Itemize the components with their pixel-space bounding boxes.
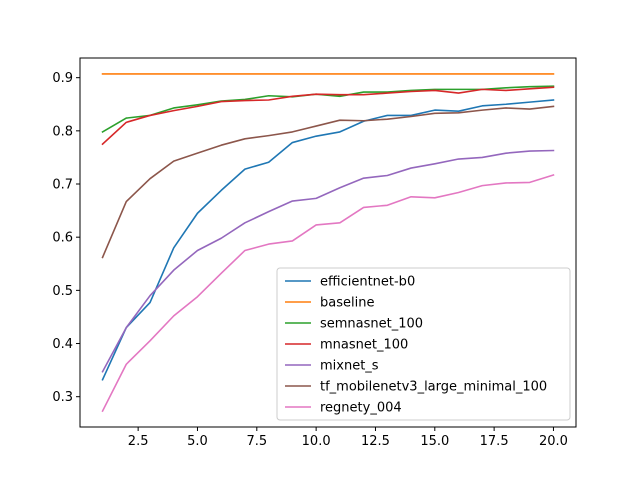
- legend-entry-label: efficientnet-b0: [320, 275, 415, 290]
- x-tick-label: 20.0: [539, 434, 568, 449]
- legend-entry-label: mnasnet_100: [320, 338, 408, 353]
- x-tick-label: 5.0: [187, 434, 208, 449]
- series-line-mixnet-s: [101, 149, 555, 373]
- series-line-regnety-004: [101, 173, 555, 413]
- plot-frame: [79, 57, 577, 428]
- series-line-tf-mobilenetv3-large-minimal-100: [101, 105, 555, 259]
- y-tick-label: 0.4: [52, 337, 73, 352]
- legend: efficientnet-b0 baseline semnasnet_100mnas…: [276, 267, 571, 421]
- legend-entry-label: semnasnet_100: [320, 317, 423, 332]
- x-tick-label: 2.5: [128, 434, 149, 449]
- x-tick-label: 7.5: [246, 434, 267, 449]
- series-line-mnasnet-100: [101, 86, 555, 146]
- legend-entry-label: tf_mobilenetv3_large_minimal_100: [320, 380, 547, 395]
- series-line-efficientnet-b0: [101, 99, 555, 381]
- x-axis: 2.5 5.0 7.5 10.0 12.5 15.0 17.5 20.0: [128, 427, 568, 449]
- y-tick-label: 0.9: [52, 71, 73, 86]
- plot-lines: [101, 73, 555, 413]
- x-tick-label: 10.0: [302, 434, 331, 449]
- legend-entry-label: baseline: [320, 296, 374, 311]
- y-tick-label: 0.6: [52, 231, 73, 246]
- x-tick-label: 12.5: [361, 434, 390, 449]
- legend-entry-label: regnety_004: [320, 401, 402, 416]
- y-tick-label: 0.5: [52, 284, 73, 299]
- y-tick-label: 0.3: [52, 390, 73, 405]
- legend-box: [276, 267, 571, 421]
- x-tick-label: 15.0: [420, 434, 449, 449]
- x-tick-label: 17.5: [480, 434, 509, 449]
- y-axis: 0.3 0.4 0.5 0.6 0.7 0.8 0.9: [52, 71, 80, 405]
- y-tick-label: 0.7: [52, 178, 73, 193]
- legend-entry-label: mixnet_s: [320, 359, 379, 374]
- y-tick-label: 0.8: [52, 124, 73, 139]
